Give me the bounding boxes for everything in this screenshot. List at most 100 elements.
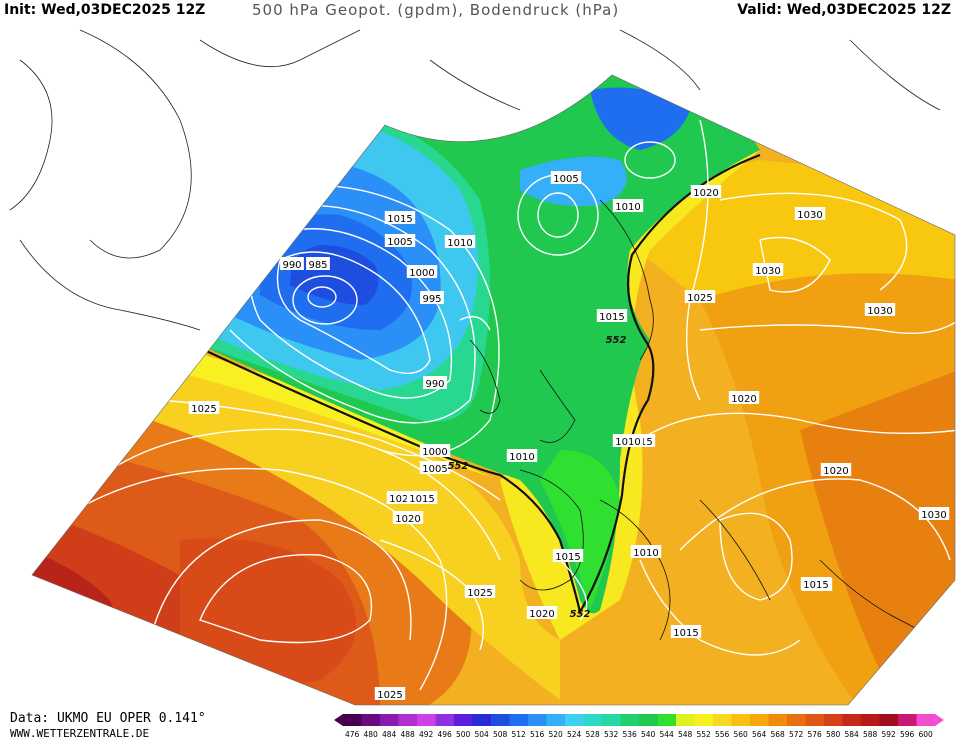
legend-tick-label: 516 [530, 730, 545, 739]
legend-tick-label: 592 [882, 730, 897, 739]
isobar-label-bg [384, 211, 416, 224]
isobar-label-bg [630, 545, 662, 558]
isobar-label-bg [752, 263, 784, 276]
header-bar: Init: Wed,03DEC2025 12Z 500 hPa Geopot. … [0, 0, 959, 20]
legend-swatch [509, 714, 528, 726]
legend-swatch [343, 714, 362, 726]
isobar-label: 1010 [633, 548, 658, 559]
isobar-label: 1025 [467, 588, 492, 599]
isobar-label-bg [406, 265, 438, 278]
base-coastlines [9, 29, 941, 331]
legend-swatch [417, 714, 436, 726]
isobar-label: 1005 [387, 237, 412, 248]
legend-swatch [805, 714, 824, 726]
legend-swatch [361, 714, 380, 726]
website-label: WWW.WETTERZENTRALE.DE [10, 727, 150, 740]
isobar-label-bg [670, 625, 702, 638]
isobar-label: 1010 [447, 238, 472, 249]
isobar-label: 1015 [555, 552, 580, 563]
legend-swatch [731, 714, 750, 726]
legend-tick-label: 480 [364, 730, 379, 739]
isobar-label: 990 [425, 379, 444, 390]
isobar-label-bg [419, 461, 451, 474]
legend-swatch [750, 714, 769, 726]
legend-tick-label: 508 [493, 730, 508, 739]
isobar-label-bg [728, 391, 760, 404]
legend-swatch [491, 714, 510, 726]
isobar-label: 1010 [509, 452, 534, 463]
isobar-label-bg [188, 401, 220, 414]
isobar-label: 1020 [529, 609, 554, 620]
legend-swatch [657, 714, 676, 726]
legend-swatch [454, 714, 473, 726]
contour-label-552: 552 [606, 335, 627, 346]
contour-label-552: 552 [448, 461, 469, 472]
isobar-label-bg [690, 185, 722, 198]
isobar-label-bg [306, 257, 330, 270]
isobar-label: 1015 [409, 494, 434, 505]
legend-tick-label: 572 [789, 730, 804, 739]
legend-swatch [768, 714, 787, 726]
isobar-label: 1030 [755, 266, 780, 277]
isobar-labels: 1005 1010 1015 1005 1010 990 985 1000 995 990 1000… [188, 171, 950, 701]
legend-arrow-left [334, 714, 343, 726]
legend-swatch [842, 714, 861, 726]
isobar-label: 1000 [409, 268, 434, 279]
legend-arrow-right [935, 714, 944, 726]
legend-tick-label: 540 [641, 730, 656, 739]
geopotential-field [32, 75, 955, 705]
legend-tick-label: 596 [900, 730, 915, 739]
isobar-label-bg [612, 199, 644, 212]
legend-tick-label: 588 [863, 730, 878, 739]
contour-552-labels: 552 552 552 [448, 335, 627, 620]
isobar-label-bg [550, 171, 582, 184]
legend-tick-label: 492 [419, 730, 434, 739]
isobar-label-bg [820, 463, 852, 476]
legend-swatch [435, 714, 454, 726]
legend-swatch [694, 714, 713, 726]
map-title: 500 hPa Geopot. (gpdm), Bodendruck (hPa) [252, 1, 620, 19]
isobar-label: 1005 [422, 464, 447, 475]
legend-swatch [787, 714, 806, 726]
legend-swatch [916, 714, 935, 726]
isobar-label-bg [423, 376, 447, 389]
legend-tick-label: 544 [660, 730, 675, 739]
legend-tick-label: 568 [771, 730, 786, 739]
weather-map: 1005 1010 1015 1005 1010 990 985 1000 995 990 1000… [9, 29, 956, 706]
legend-swatch [565, 714, 584, 726]
isobar-label: 1020 [395, 514, 420, 525]
legend-tick-label: 512 [512, 730, 527, 739]
legend-tick-label: 584 [845, 730, 860, 739]
isobar-label-bg [392, 511, 424, 524]
legend-swatch [398, 714, 417, 726]
init-time-label: Init: Wed,03DEC2025 12Z [4, 2, 206, 18]
isobar-label: 1030 [867, 306, 892, 317]
isobar-label: 1020 [823, 466, 848, 477]
legend-tick-label: 548 [678, 730, 693, 739]
legend-swatch [620, 714, 639, 726]
legend-tick-label: 496 [438, 730, 453, 739]
legend-tick-label: 520 [549, 730, 564, 739]
isobar-label-bg [444, 235, 476, 248]
valid-time-label: Valid: Wed,03DEC2025 12Z [737, 2, 951, 18]
legend-swatch [546, 714, 565, 726]
data-source-label: Data: UKMO EU OPER 0.141° [10, 711, 206, 726]
legend-tick-label: 504 [475, 730, 490, 739]
legend-tick-label: 532 [604, 730, 619, 739]
legend-tick-label: 600 [919, 730, 934, 739]
legend-tick-label: 556 [715, 730, 730, 739]
legend-tick-label: 488 [401, 730, 416, 739]
isobar-label: 985 [308, 260, 327, 271]
legend-swatch [639, 714, 658, 726]
isobar-label-bg [419, 444, 451, 457]
isobar-label: 1030 [797, 210, 822, 221]
legend-tick-label: 552 [697, 730, 712, 739]
legend-tick-label: 476 [345, 730, 360, 739]
isobar-label-bg [864, 303, 896, 316]
isobar-label-bg [280, 257, 304, 270]
isobar-label: 1025 [389, 494, 414, 505]
isobar-label-bg [794, 207, 826, 220]
isobar-label-bg [918, 507, 950, 520]
isobar-label: 990 [282, 260, 301, 271]
legend-tick-label: 484 [382, 730, 397, 739]
